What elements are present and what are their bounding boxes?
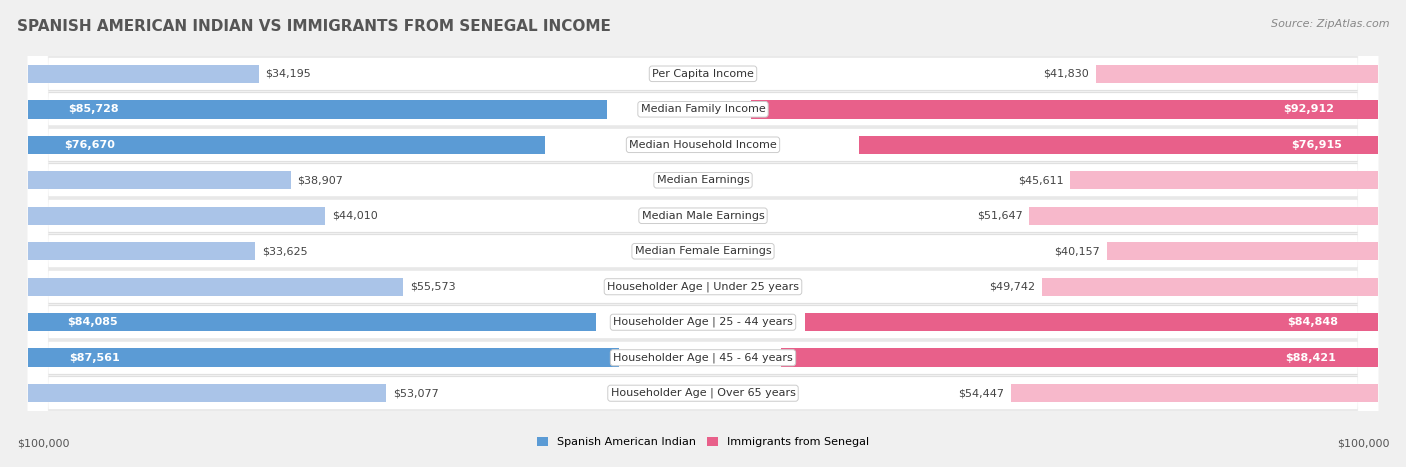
FancyBboxPatch shape [28,0,1378,467]
FancyBboxPatch shape [28,0,1378,467]
Text: Source: ZipAtlas.com: Source: ZipAtlas.com [1271,19,1389,28]
Text: $44,010: $44,010 [332,211,378,221]
Bar [859,135,1378,154]
Text: $84,848: $84,848 [1286,317,1339,327]
Text: $40,157: $40,157 [1054,246,1099,256]
Bar [1107,242,1378,261]
Text: $55,573: $55,573 [411,282,456,292]
Bar [1070,171,1378,190]
FancyBboxPatch shape [28,0,1378,467]
Text: $34,195: $34,195 [266,69,311,79]
Text: $76,670: $76,670 [65,140,115,150]
Bar [28,384,387,403]
Text: $54,447: $54,447 [957,388,1004,398]
Text: Median Household Income: Median Household Income [628,140,778,150]
FancyBboxPatch shape [28,0,1378,467]
Bar [28,171,291,190]
Text: Per Capita Income: Per Capita Income [652,69,754,79]
FancyBboxPatch shape [28,0,1378,467]
Text: $51,647: $51,647 [977,211,1022,221]
FancyBboxPatch shape [28,0,1378,467]
Text: $41,830: $41,830 [1043,69,1088,79]
FancyBboxPatch shape [28,0,1378,467]
Bar [806,313,1378,332]
Text: $84,085: $84,085 [67,317,118,327]
FancyBboxPatch shape [28,0,1378,467]
Text: $100,000: $100,000 [1337,439,1389,448]
Bar [28,206,325,225]
FancyBboxPatch shape [28,0,1378,467]
Bar [28,64,259,83]
Bar [28,277,404,296]
Bar [1095,64,1378,83]
Bar [782,348,1378,367]
Text: $49,742: $49,742 [990,282,1035,292]
Text: $76,915: $76,915 [1291,140,1341,150]
FancyBboxPatch shape [28,0,1378,467]
FancyBboxPatch shape [28,0,1378,467]
Text: Householder Age | 45 - 64 years: Householder Age | 45 - 64 years [613,353,793,363]
Bar [28,348,619,367]
Text: Householder Age | Over 65 years: Householder Age | Over 65 years [610,388,796,398]
Text: Householder Age | 25 - 44 years: Householder Age | 25 - 44 years [613,317,793,327]
Text: Median Family Income: Median Family Income [641,104,765,114]
FancyBboxPatch shape [28,0,1378,467]
Bar [751,100,1378,119]
Text: Median Male Earnings: Median Male Earnings [641,211,765,221]
Bar [28,313,596,332]
Text: $45,611: $45,611 [1018,175,1063,185]
Bar [1011,384,1378,403]
Text: $53,077: $53,077 [394,388,439,398]
Text: $85,728: $85,728 [69,104,120,114]
FancyBboxPatch shape [28,0,1378,467]
FancyBboxPatch shape [28,0,1378,467]
Text: $33,625: $33,625 [262,246,308,256]
Text: $100,000: $100,000 [17,439,69,448]
Text: SPANISH AMERICAN INDIAN VS IMMIGRANTS FROM SENEGAL INCOME: SPANISH AMERICAN INDIAN VS IMMIGRANTS FR… [17,19,610,34]
Text: $38,907: $38,907 [298,175,343,185]
Bar [28,135,546,154]
Bar [28,100,606,119]
FancyBboxPatch shape [28,0,1378,467]
FancyBboxPatch shape [28,0,1378,467]
Text: Householder Age | Under 25 years: Householder Age | Under 25 years [607,282,799,292]
FancyBboxPatch shape [28,0,1378,467]
Legend: Spanish American Indian, Immigrants from Senegal: Spanish American Indian, Immigrants from… [533,432,873,452]
Text: $88,421: $88,421 [1285,353,1336,363]
Text: $92,912: $92,912 [1284,104,1334,114]
FancyBboxPatch shape [28,0,1378,467]
Text: Median Earnings: Median Earnings [657,175,749,185]
Bar [28,242,254,261]
Bar [1042,277,1378,296]
FancyBboxPatch shape [28,0,1378,467]
FancyBboxPatch shape [28,0,1378,467]
Text: $87,561: $87,561 [69,353,120,363]
Text: Median Female Earnings: Median Female Earnings [634,246,772,256]
Bar [1029,206,1378,225]
